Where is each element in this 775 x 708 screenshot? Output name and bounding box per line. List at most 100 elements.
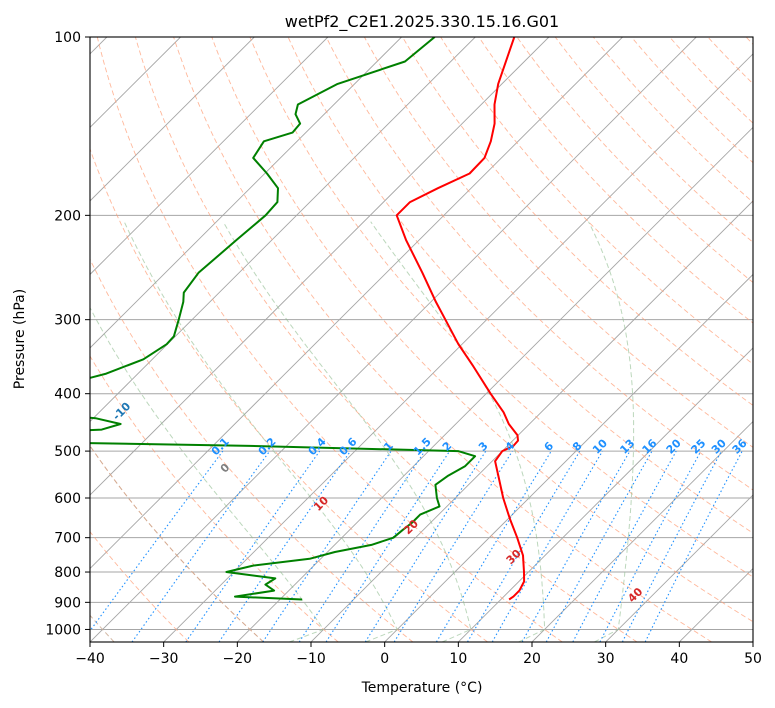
- x-tick-label: −40: [75, 651, 105, 667]
- mixing-ratio-line: [621, 450, 722, 642]
- isotherm-line: [90, 37, 697, 642]
- y-tick-label: 900: [54, 595, 81, 611]
- grid-layer: [90, 37, 753, 642]
- mixing-ratio-label: 16: [640, 436, 660, 456]
- isotherm-line: [163, 53, 753, 642]
- dry-adiabat-line: [249, 37, 753, 578]
- mixing-ratio-label: 13: [617, 437, 637, 457]
- dry-adiabat-label: 0: [218, 461, 233, 476]
- x-tick-label: 10: [449, 651, 467, 667]
- dry-adiabat-line: [669, 37, 753, 124]
- mixing-ratio-line: [435, 450, 552, 642]
- mixing-ratio-label: 6: [542, 439, 557, 454]
- isotherm-line: [752, 641, 753, 642]
- x-tick-label: 50: [744, 651, 762, 667]
- dry-adiabat-label: 10: [311, 494, 331, 514]
- line-label-layer: 0.10.20.40.611.52346810131620253036-100-…: [110, 400, 750, 606]
- mixing-ratio-line: [90, 450, 224, 632]
- mixing-ratio-label: 1.5: [411, 435, 434, 458]
- dry-adiabat-line: [364, 37, 753, 448]
- mixing-ratio-label: 0.4: [306, 435, 329, 458]
- mixing-ratio-line: [521, 450, 631, 642]
- isotherm-line: [90, 37, 476, 423]
- mixing-ratio-label: 1: [381, 439, 396, 454]
- mixing-ratio-line: [572, 450, 677, 642]
- dry-adiabat-line: [402, 37, 753, 406]
- moist-adiabat-line: [123, 221, 398, 642]
- mixing-ratio-label: 30: [709, 436, 729, 456]
- y-tick-label: 300: [54, 313, 81, 329]
- isotherm-line: [90, 37, 402, 349]
- mixing-ratio-label: 3: [476, 439, 491, 454]
- mixing-ratio-label: 20: [664, 436, 684, 456]
- mixing-ratio-line: [262, 450, 392, 642]
- mixing-ratio-line: [364, 450, 487, 642]
- mixing-ratio-line: [131, 450, 271, 642]
- y-tick-label: 1000: [45, 622, 81, 638]
- x-tick-label: 40: [670, 651, 688, 667]
- isotherm-line: [90, 37, 255, 202]
- dry-adiabat-line: [592, 37, 753, 203]
- y-tick-label: 700: [54, 531, 81, 547]
- isotherm-line: [457, 347, 753, 642]
- mixing-ratio-line: [393, 450, 513, 642]
- moist-adiabat-line: [90, 306, 325, 642]
- temperature-profile: [395, 37, 526, 601]
- mixing-ratio-line: [599, 450, 702, 642]
- y-tick-label: 100: [54, 30, 81, 46]
- dry-adiabat-line: [707, 37, 753, 85]
- mixing-ratio-line: [545, 450, 653, 642]
- dry-adiabat-line: [554, 37, 753, 243]
- moist-adiabat-line: [370, 221, 546, 642]
- isotherm-line: [90, 37, 329, 276]
- mixing-ratio-label: 0.1: [209, 435, 232, 458]
- dry-adiabat-line: [287, 37, 753, 534]
- mixing-ratio-label: 10: [590, 436, 610, 456]
- y-tick-label: 800: [54, 565, 81, 581]
- moist-adiabat-line: [222, 221, 472, 642]
- dry-adiabat-line: [96, 37, 563, 642]
- mixing-ratio-line: [218, 450, 351, 642]
- mixing-ratio-line: [325, 450, 451, 642]
- mixing-ratio-line: [467, 450, 581, 642]
- dewpoint-profile: [90, 37, 477, 601]
- dry-adiabat-line: [211, 37, 753, 623]
- dry-adiabat-line: [325, 37, 753, 491]
- isotherm-line: [90, 37, 550, 496]
- mixing-ratio-label: 8: [570, 439, 585, 454]
- dry-adiabat-line: [440, 37, 753, 365]
- isotherm-line: [90, 37, 623, 570]
- isotherm-line: [605, 494, 753, 642]
- dry-adiabat-line: [90, 258, 414, 642]
- y-tick-label: 400: [54, 387, 81, 403]
- dry-adiabat-line: [745, 37, 753, 45]
- mixing-ratio-line: [644, 450, 743, 642]
- x-tick-label: 30: [597, 651, 615, 667]
- x-tick-label: −10: [296, 651, 326, 667]
- moist-adiabat-line: [588, 221, 635, 642]
- isotherm-line: [236, 126, 753, 642]
- dry-adiabat-line: [134, 37, 638, 642]
- dry-adiabat-line: [478, 37, 753, 324]
- dry-adiabat-line: [90, 355, 339, 642]
- y-axis-label: Pressure (hPa): [12, 289, 28, 389]
- x-tick-label: 0: [380, 651, 389, 667]
- y-tick-label: 600: [54, 491, 81, 507]
- mixing-ratio-label: 25: [688, 437, 708, 457]
- x-axis-label: Temperature (°C): [361, 680, 483, 696]
- data-layer: [90, 37, 526, 601]
- isotherm-line: [678, 567, 753, 642]
- chart-title: wetPf2_C2E1.2025.330.15.16.G01: [285, 12, 559, 32]
- mixing-ratio-line: [185, 450, 321, 642]
- x-tick-label: −20: [223, 651, 253, 667]
- y-tick-label: 200: [54, 208, 81, 224]
- mixing-ratio-label: 0.6: [337, 435, 360, 458]
- isotherm-line: [310, 200, 753, 642]
- dry-adiabat-line: [90, 147, 488, 642]
- x-tick-label: −30: [149, 651, 179, 667]
- plot-frame: [89, 36, 754, 643]
- mixing-ratio-label: 36: [730, 436, 750, 456]
- dry-adiabat-line: [90, 531, 190, 642]
- isotherm-line: [531, 420, 753, 642]
